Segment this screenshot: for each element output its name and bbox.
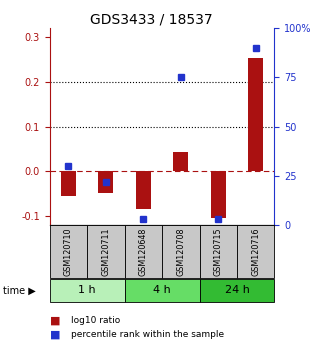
Bar bbox=[125, 279, 200, 302]
Text: GSM120711: GSM120711 bbox=[101, 227, 110, 276]
Text: ■: ■ bbox=[50, 315, 60, 325]
Bar bbox=[173, 153, 188, 171]
Bar bbox=[87, 225, 125, 278]
Text: 1 h: 1 h bbox=[78, 285, 96, 295]
Bar bbox=[200, 225, 237, 278]
Text: 4 h: 4 h bbox=[153, 285, 171, 295]
Bar bbox=[125, 225, 162, 278]
Bar bbox=[248, 58, 263, 171]
Text: GSM120715: GSM120715 bbox=[214, 227, 223, 276]
Text: GSM120716: GSM120716 bbox=[251, 227, 260, 276]
Bar bbox=[99, 171, 113, 193]
Text: GSM120708: GSM120708 bbox=[176, 227, 185, 276]
Bar bbox=[211, 171, 226, 218]
Text: log10 ratio: log10 ratio bbox=[71, 316, 120, 325]
Bar bbox=[237, 225, 274, 278]
Bar bbox=[50, 225, 87, 278]
Text: ■: ■ bbox=[50, 330, 60, 339]
Bar bbox=[136, 171, 151, 209]
Text: time ▶: time ▶ bbox=[3, 286, 36, 296]
Text: 24 h: 24 h bbox=[225, 285, 249, 295]
Text: percentile rank within the sample: percentile rank within the sample bbox=[71, 330, 224, 339]
Text: GSM120648: GSM120648 bbox=[139, 228, 148, 276]
Bar bbox=[200, 279, 274, 302]
Text: GSM120710: GSM120710 bbox=[64, 227, 73, 276]
Bar bbox=[50, 279, 125, 302]
Bar bbox=[162, 225, 200, 278]
Bar bbox=[61, 171, 76, 196]
Text: GDS3433 / 18537: GDS3433 / 18537 bbox=[90, 12, 212, 27]
